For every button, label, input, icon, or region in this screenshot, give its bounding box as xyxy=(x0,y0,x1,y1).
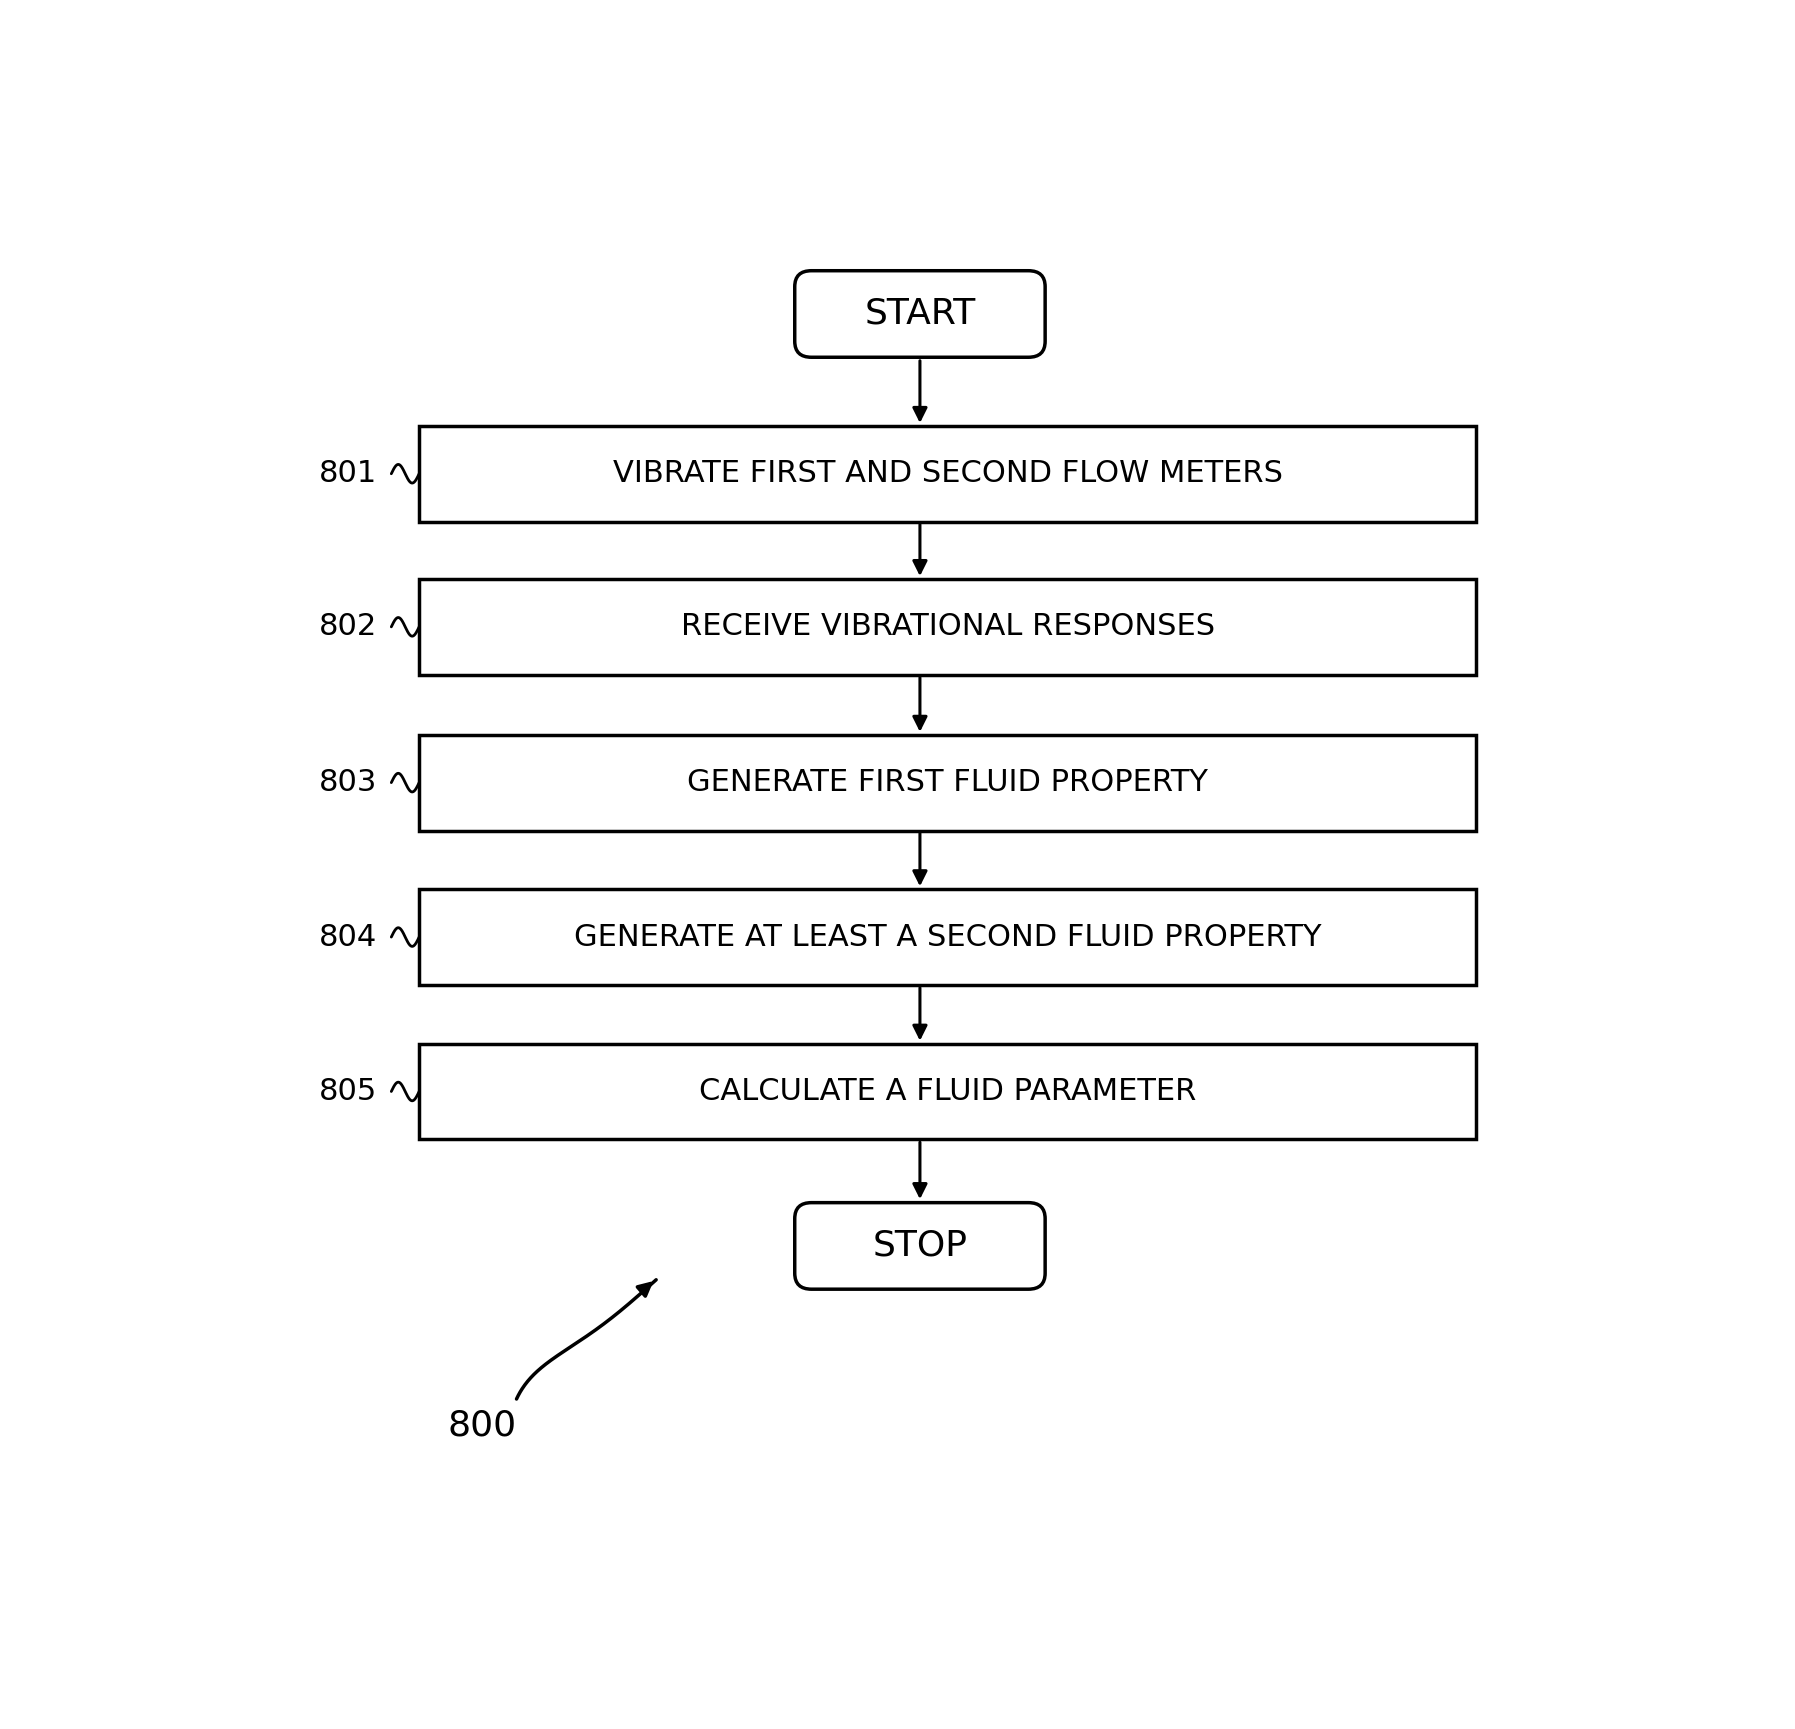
Text: VIBRATE FIRST AND SECOND FLOW METERS: VIBRATE FIRST AND SECOND FLOW METERS xyxy=(612,460,1283,488)
FancyBboxPatch shape xyxy=(795,271,1045,358)
Bar xyxy=(420,889,1477,986)
Bar xyxy=(420,579,1477,674)
Text: 802: 802 xyxy=(320,612,377,641)
Text: 800: 800 xyxy=(447,1409,517,1442)
Text: 805: 805 xyxy=(320,1077,377,1107)
Bar xyxy=(420,735,1477,830)
Bar xyxy=(420,425,1477,522)
Text: GENERATE AT LEAST A SECOND FLUID PROPERTY: GENERATE AT LEAST A SECOND FLUID PROPERT… xyxy=(574,923,1321,951)
Bar xyxy=(420,1044,1477,1139)
Text: CALCULATE A FLUID PARAMETER: CALCULATE A FLUID PARAMETER xyxy=(698,1077,1197,1107)
Text: START: START xyxy=(865,297,975,330)
Text: STOP: STOP xyxy=(872,1229,968,1262)
Text: 801: 801 xyxy=(320,460,377,488)
FancyBboxPatch shape xyxy=(795,1203,1045,1290)
Text: RECEIVE VIBRATIONAL RESPONSES: RECEIVE VIBRATIONAL RESPONSES xyxy=(680,612,1215,641)
Text: GENERATE FIRST FLUID PROPERTY: GENERATE FIRST FLUID PROPERTY xyxy=(687,768,1208,797)
Text: 804: 804 xyxy=(320,923,377,951)
Text: 803: 803 xyxy=(320,768,377,797)
